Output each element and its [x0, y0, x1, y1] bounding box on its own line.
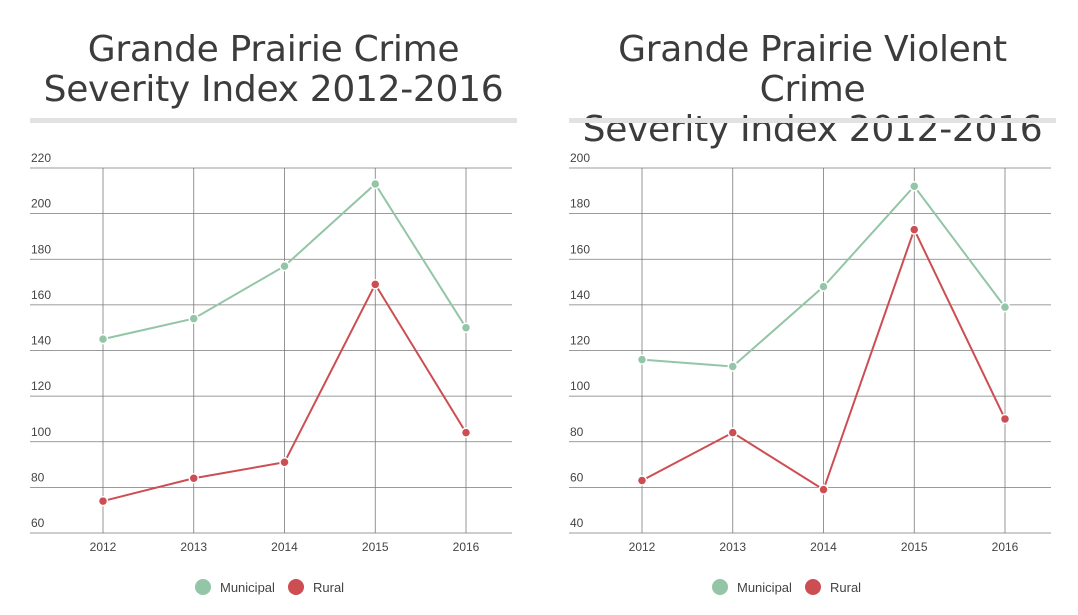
legend-item-municipal[interactable]: Municipal [195, 577, 275, 597]
y-tick-label: 160 [31, 288, 51, 302]
line-chart-crime-severity: 60 80 100 120 140 160 180 200 220 2012 2013 2014 201… [30, 151, 512, 554]
data-point-municipal[interactable] [97, 333, 109, 345]
chart-title-line1: Grande Prairie Crime [87, 29, 460, 70]
legend-swatch-rural [288, 579, 304, 595]
y-tick-label: 140 [570, 288, 590, 302]
data-point-rural[interactable] [370, 279, 381, 290]
data-point-municipal[interactable] [818, 281, 829, 292]
series-municipal [97, 178, 472, 345]
y-tick-label: 220 [31, 151, 51, 165]
x-tick-label: 2012 [90, 540, 117, 554]
data-point-municipal[interactable] [909, 181, 920, 192]
y-tick-label: 100 [31, 425, 51, 439]
series-municipal [636, 181, 1011, 372]
y-tick-label: 180 [31, 242, 51, 256]
chart-title-line2: Severity Index 2012-2016 [582, 109, 1043, 150]
x-tick-label: 2014 [271, 540, 298, 554]
y-tick-label: 60 [31, 516, 45, 530]
data-point-rural[interactable] [909, 224, 920, 235]
legend-swatch-rural [805, 579, 821, 595]
y-tick-label: 40 [570, 516, 584, 530]
data-point-municipal[interactable] [460, 322, 472, 333]
legend-item-municipal[interactable]: Municipal [712, 577, 792, 597]
y-tick-label: 120 [31, 379, 51, 393]
y-tick-label: 80 [570, 425, 584, 439]
data-point-rural[interactable] [460, 427, 472, 438]
x-tick-label: 2013 [180, 540, 207, 554]
chart-panel-violent-crime-severity: Grande Prairie Violent Crime Severity In… [539, 0, 1078, 615]
legend-item-rural[interactable]: Rural [288, 577, 344, 597]
title-divider [569, 118, 1056, 123]
y-tick-label: 60 [570, 470, 584, 484]
x-tick-label: 2012 [629, 540, 656, 554]
legend-label-rural: Rural [313, 579, 345, 595]
data-point-municipal[interactable] [279, 260, 290, 272]
data-point-rural[interactable] [188, 473, 199, 484]
y-tick-label: 200 [31, 197, 51, 211]
data-point-municipal[interactable] [727, 361, 738, 372]
chart-title-line1: Grande Prairie Violent Crime [618, 29, 1007, 110]
x-tick-label: 2016 [992, 540, 1019, 554]
x-tick-label: 2014 [810, 540, 837, 554]
x-tick-label: 2016 [453, 540, 480, 554]
data-point-municipal[interactable] [999, 301, 1011, 313]
chart-panel-crime-severity: Grande Prairie Crime Severity Index 2012… [0, 30, 539, 597]
chart-title-line2: Severity Index 2012-2016 [43, 69, 504, 110]
chart-title: Grande Prairie Crime Severity Index 2012… [30, 30, 517, 110]
legend-swatch-municipal [712, 579, 728, 595]
series-rural [97, 279, 472, 507]
data-point-municipal[interactable] [636, 354, 648, 365]
legend-swatch-municipal [195, 579, 211, 595]
y-tick-label: 200 [570, 151, 590, 165]
data-point-rural[interactable] [999, 413, 1011, 425]
legend-label-municipal: Municipal [737, 579, 792, 595]
data-point-rural[interactable] [636, 475, 648, 486]
data-point-municipal[interactable] [188, 313, 199, 324]
legend-label-municipal: Municipal [220, 579, 275, 595]
title-divider [30, 118, 517, 123]
grid: 60 80 100 120 140 160 180 200 220 2012 2013 2014 201… [30, 151, 512, 554]
x-tick-label: 2015 [901, 540, 928, 554]
legend-item-rural[interactable]: Rural [805, 577, 861, 597]
y-tick-label: 160 [570, 242, 590, 256]
y-tick-label: 80 [31, 470, 45, 484]
y-tick-label: 180 [570, 197, 590, 211]
x-tick-label: 2015 [362, 540, 389, 554]
data-point-rural[interactable] [97, 495, 109, 507]
legend: Municipal Rural [539, 577, 1078, 597]
line-chart-violent-crime-severity: 40 60 80 100 120 140 160 180 200 2012 2013 2014 2015… [569, 151, 1051, 554]
data-point-municipal[interactable] [370, 178, 381, 190]
x-tick-label: 2013 [719, 540, 746, 554]
data-point-rural[interactable] [279, 457, 290, 468]
legend: Municipal Rural [0, 577, 539, 597]
series-rural [636, 224, 1011, 495]
chart-title: Grande Prairie Violent Crime Severity In… [569, 30, 1056, 150]
data-point-rural[interactable] [727, 427, 738, 438]
y-tick-label: 120 [570, 334, 590, 348]
y-tick-label: 140 [31, 334, 51, 348]
legend-label-rural: Rural [830, 579, 862, 595]
y-tick-label: 100 [570, 379, 590, 393]
grid: 40 60 80 100 120 140 160 180 200 2012 2013 2014 2015… [569, 151, 1051, 554]
data-point-rural[interactable] [818, 484, 829, 495]
